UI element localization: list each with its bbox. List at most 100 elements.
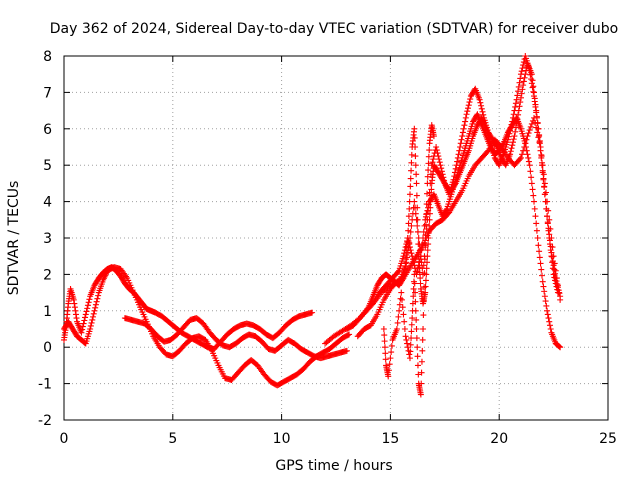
- data-point: [382, 356, 389, 363]
- data-point: [538, 153, 545, 160]
- data-point: [426, 147, 433, 154]
- data-point: [544, 220, 551, 227]
- data-point: [530, 192, 537, 199]
- data-point: [519, 86, 526, 93]
- data-point: [517, 154, 524, 161]
- data-point: [532, 119, 539, 126]
- data-point: [422, 277, 429, 284]
- data-point: [532, 213, 539, 220]
- y-tick-label: 1: [43, 304, 52, 320]
- data-point: [386, 361, 393, 368]
- data-point: [546, 318, 553, 325]
- data-point: [401, 318, 408, 325]
- data-point: [512, 103, 519, 110]
- data-point: [527, 168, 534, 175]
- data-point: [536, 248, 543, 255]
- data-point: [549, 244, 556, 251]
- data-point: [544, 213, 551, 220]
- data-point: [388, 342, 395, 349]
- data-point: [406, 235, 413, 241]
- data-point: [397, 295, 404, 302]
- data-point: [524, 151, 531, 158]
- data-point: [479, 108, 486, 115]
- data-point: [420, 228, 427, 235]
- y-tick-label: 8: [43, 49, 52, 65]
- data-point: [381, 338, 388, 345]
- data-point: [408, 167, 415, 174]
- data-point: [541, 180, 548, 187]
- data-point: [414, 222, 421, 229]
- data-point: [533, 113, 540, 120]
- data-point: [445, 210, 452, 217]
- data-point: [90, 313, 97, 320]
- data-point: [413, 335, 420, 342]
- data-point: [395, 268, 402, 275]
- data-point: [422, 221, 429, 228]
- data-point: [549, 253, 556, 260]
- data-point: [343, 347, 350, 354]
- data-point: [346, 331, 353, 338]
- data-point: [526, 162, 533, 169]
- data-point: [433, 144, 440, 150]
- data-point: [544, 307, 551, 314]
- data-point: [412, 210, 419, 217]
- data-point: [509, 139, 516, 146]
- data-point: [540, 283, 547, 290]
- data-point: [528, 71, 535, 78]
- data-point: [544, 311, 551, 318]
- data-point: [547, 225, 554, 232]
- data-point: [403, 259, 410, 266]
- data-point: [452, 165, 459, 172]
- data-point: [554, 286, 561, 293]
- data-point: [406, 191, 413, 198]
- data-point: [396, 307, 403, 314]
- data-point: [423, 211, 430, 218]
- data-point: [545, 207, 552, 214]
- data-point: [533, 227, 540, 234]
- data-point: [428, 186, 435, 193]
- data-point: [88, 319, 95, 326]
- x-tick-label: 15: [381, 431, 399, 447]
- data-point: [418, 259, 425, 266]
- data-point: [413, 316, 420, 323]
- data-point: [528, 80, 535, 87]
- data-point: [407, 228, 414, 235]
- x-tick-label: 5: [168, 431, 177, 447]
- data-point: [526, 127, 533, 134]
- data-point: [538, 272, 545, 279]
- data-point: [424, 180, 431, 187]
- data-point: [418, 358, 425, 365]
- data-point: [441, 177, 448, 184]
- data-point: [519, 151, 526, 158]
- data-point: [546, 241, 553, 248]
- data-point: [412, 298, 419, 305]
- data-point: [84, 305, 91, 312]
- data-point: [548, 235, 555, 241]
- y-tick-label: -1: [38, 377, 52, 393]
- data-point: [528, 76, 535, 83]
- data-point: [551, 260, 558, 267]
- data-point: [534, 235, 541, 241]
- data-point: [398, 289, 405, 296]
- data-point: [422, 289, 429, 296]
- data-point: [80, 320, 87, 327]
- data-point: [408, 321, 415, 328]
- data-point: [551, 266, 558, 273]
- data-point: [412, 162, 419, 169]
- data-point: [531, 89, 538, 96]
- data-point: [477, 99, 484, 106]
- data-point: [513, 96, 520, 103]
- data-point: [512, 100, 519, 107]
- data-point: [460, 125, 467, 132]
- data-point: [412, 289, 419, 296]
- data-point: [534, 129, 541, 136]
- data-point: [394, 319, 401, 326]
- data-point: [309, 309, 316, 316]
- data-point: [450, 176, 457, 183]
- data-point: [539, 162, 546, 169]
- data-point: [517, 75, 524, 82]
- data-point: [87, 322, 94, 329]
- data-point: [539, 278, 546, 285]
- data-point: [406, 205, 413, 212]
- data-point: [554, 282, 561, 289]
